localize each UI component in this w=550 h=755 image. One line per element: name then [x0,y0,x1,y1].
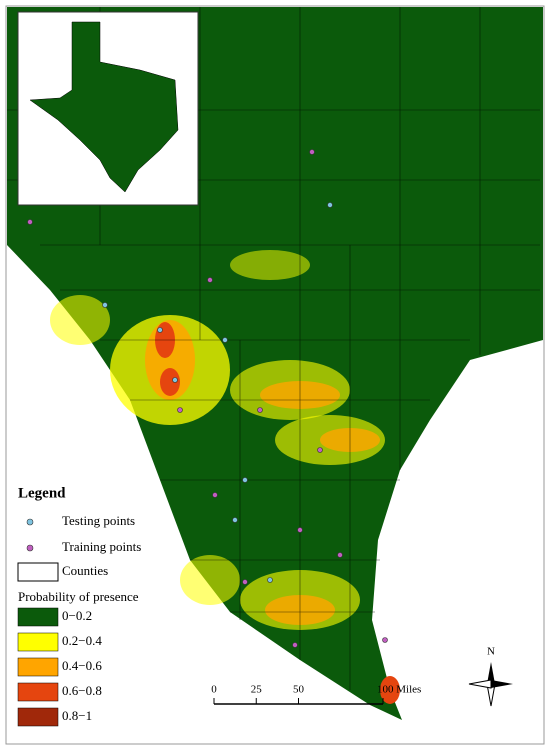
scale-label: 100 Miles [377,684,421,696]
point-symbol [26,544,34,552]
class-swatch [17,607,59,627]
raster-title: Probability of presence [18,589,139,604]
class-label: 0.2−0.4 [62,633,102,648]
class-swatch [17,657,59,677]
sample-points [27,149,388,648]
class-swatch [17,682,59,702]
point-label: Training points [62,539,141,554]
counties-label: Counties [62,563,108,578]
counties-swatch [17,562,59,582]
class-swatch [17,707,59,727]
frame [5,5,545,745]
point-label: Testing points [62,513,135,528]
point-symbol [26,518,34,526]
scale-label: 25 [251,684,263,696]
class-label: 0.8−1 [62,708,92,723]
class-swatch [17,632,59,652]
scale-label: 0 [211,684,217,696]
class-label: 0−0.2 [62,608,92,623]
class-label: 0.6−0.8 [62,683,102,698]
scale-label: 50 [293,684,305,696]
inset-texas [29,21,179,193]
north-label: N [487,646,495,658]
class-label: 0.4−0.6 [62,658,102,673]
north-arrow: N [468,646,513,707]
legend-title: Legend [18,485,66,501]
